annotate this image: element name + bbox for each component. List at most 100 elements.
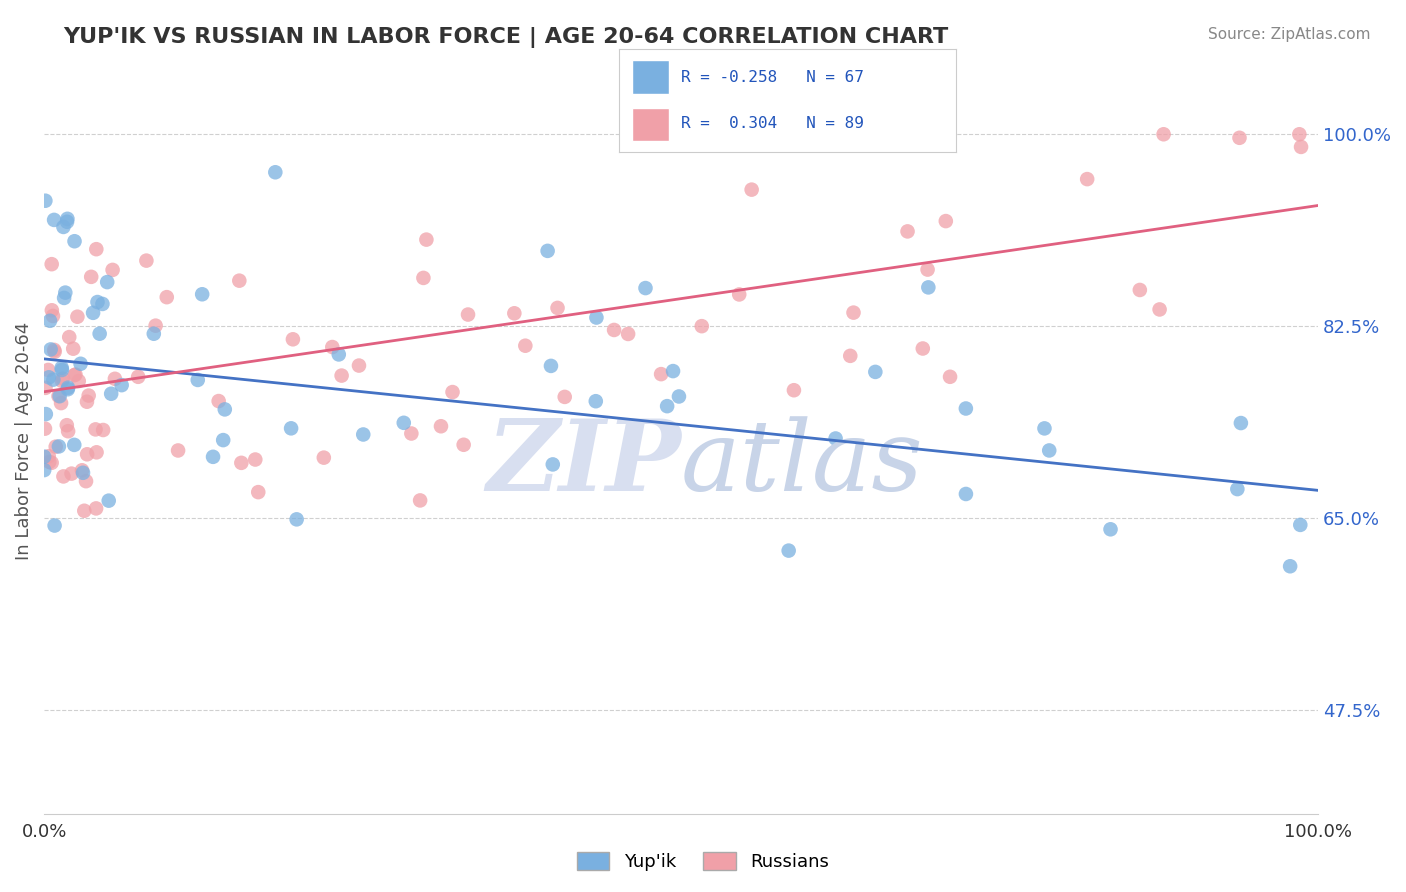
Point bbox=[352, 427, 374, 442]
Point bbox=[540, 359, 562, 373]
Point bbox=[824, 432, 846, 446]
Point bbox=[89, 326, 111, 341]
Point bbox=[135, 253, 157, 268]
Point bbox=[69, 357, 91, 371]
Point bbox=[634, 281, 657, 295]
Point bbox=[63, 234, 86, 248]
Point bbox=[86, 445, 108, 459]
Point bbox=[67, 374, 90, 388]
Legend: Yup'ik, Russians: Yup'ik, Russians bbox=[569, 845, 837, 879]
Point bbox=[554, 390, 576, 404]
Point bbox=[58, 330, 80, 344]
Point bbox=[41, 303, 63, 318]
Point bbox=[38, 449, 60, 463]
Point bbox=[76, 447, 98, 461]
Point bbox=[231, 456, 253, 470]
Text: R =  0.304   N = 89: R = 0.304 N = 89 bbox=[681, 116, 863, 131]
Point bbox=[191, 287, 214, 301]
Point bbox=[41, 257, 63, 271]
Point bbox=[1226, 482, 1249, 496]
Point bbox=[911, 342, 934, 356]
Point bbox=[53, 285, 76, 300]
Point bbox=[547, 301, 569, 315]
Point bbox=[86, 242, 108, 256]
Point bbox=[44, 518, 66, 533]
Point bbox=[48, 389, 70, 403]
Point bbox=[668, 389, 690, 403]
Point bbox=[145, 318, 167, 333]
Point bbox=[32, 450, 55, 464]
Point bbox=[66, 310, 89, 324]
Point bbox=[42, 309, 65, 323]
Point bbox=[56, 381, 79, 395]
Point bbox=[401, 426, 423, 441]
Point bbox=[48, 439, 70, 453]
Point bbox=[56, 382, 79, 396]
Point bbox=[1149, 302, 1171, 317]
Text: R = -0.258   N = 67: R = -0.258 N = 67 bbox=[681, 70, 863, 85]
Point bbox=[690, 319, 713, 334]
Point bbox=[44, 343, 66, 357]
Point bbox=[52, 469, 75, 483]
Point bbox=[457, 308, 479, 322]
Point bbox=[142, 326, 165, 341]
Point bbox=[56, 424, 79, 438]
Point bbox=[187, 373, 209, 387]
Point bbox=[247, 485, 270, 500]
Point bbox=[585, 394, 607, 409]
Point bbox=[82, 306, 104, 320]
Point bbox=[48, 389, 70, 403]
Point bbox=[453, 438, 475, 452]
Point bbox=[65, 368, 87, 382]
Point bbox=[51, 374, 73, 388]
Point bbox=[208, 394, 231, 409]
Point bbox=[34, 381, 56, 395]
Point bbox=[91, 423, 114, 437]
Point bbox=[955, 487, 977, 501]
Point bbox=[896, 224, 918, 238]
Point bbox=[76, 394, 98, 409]
Point bbox=[37, 363, 59, 377]
Point bbox=[32, 463, 55, 477]
Point bbox=[96, 275, 118, 289]
Point bbox=[285, 512, 308, 526]
Point bbox=[111, 378, 134, 392]
Point bbox=[783, 383, 806, 397]
Point bbox=[156, 290, 179, 304]
Point bbox=[321, 340, 343, 354]
Point bbox=[39, 314, 62, 328]
Point bbox=[38, 455, 60, 469]
Point bbox=[1289, 517, 1312, 532]
Point bbox=[80, 269, 103, 284]
Point bbox=[778, 543, 800, 558]
Point bbox=[51, 360, 73, 375]
Point bbox=[63, 368, 86, 383]
Point bbox=[839, 349, 862, 363]
Point bbox=[541, 458, 564, 472]
Point bbox=[73, 504, 96, 518]
Point bbox=[84, 422, 107, 436]
Point bbox=[1153, 128, 1175, 142]
Point bbox=[585, 310, 607, 325]
Point bbox=[347, 359, 370, 373]
Point bbox=[650, 367, 672, 381]
Point bbox=[415, 233, 437, 247]
Point bbox=[70, 463, 93, 477]
Point bbox=[515, 339, 537, 353]
Point bbox=[779, 129, 801, 144]
Y-axis label: In Labor Force | Age 20-64: In Labor Force | Age 20-64 bbox=[15, 322, 32, 560]
Point bbox=[1288, 128, 1310, 142]
Point bbox=[865, 365, 887, 379]
Point bbox=[280, 421, 302, 435]
Point bbox=[917, 262, 939, 277]
Point bbox=[41, 456, 63, 470]
Point bbox=[842, 305, 865, 319]
Point bbox=[45, 440, 67, 454]
Point bbox=[935, 214, 957, 228]
Text: YUP'IK VS RUSSIAN IN LABOR FORCE | AGE 20-64 CORRELATION CHART: YUP'IK VS RUSSIAN IN LABOR FORCE | AGE 2… bbox=[63, 27, 949, 48]
Point bbox=[441, 385, 464, 400]
Point bbox=[63, 438, 86, 452]
Point bbox=[1129, 283, 1152, 297]
Point bbox=[56, 211, 79, 226]
Point bbox=[328, 347, 350, 361]
